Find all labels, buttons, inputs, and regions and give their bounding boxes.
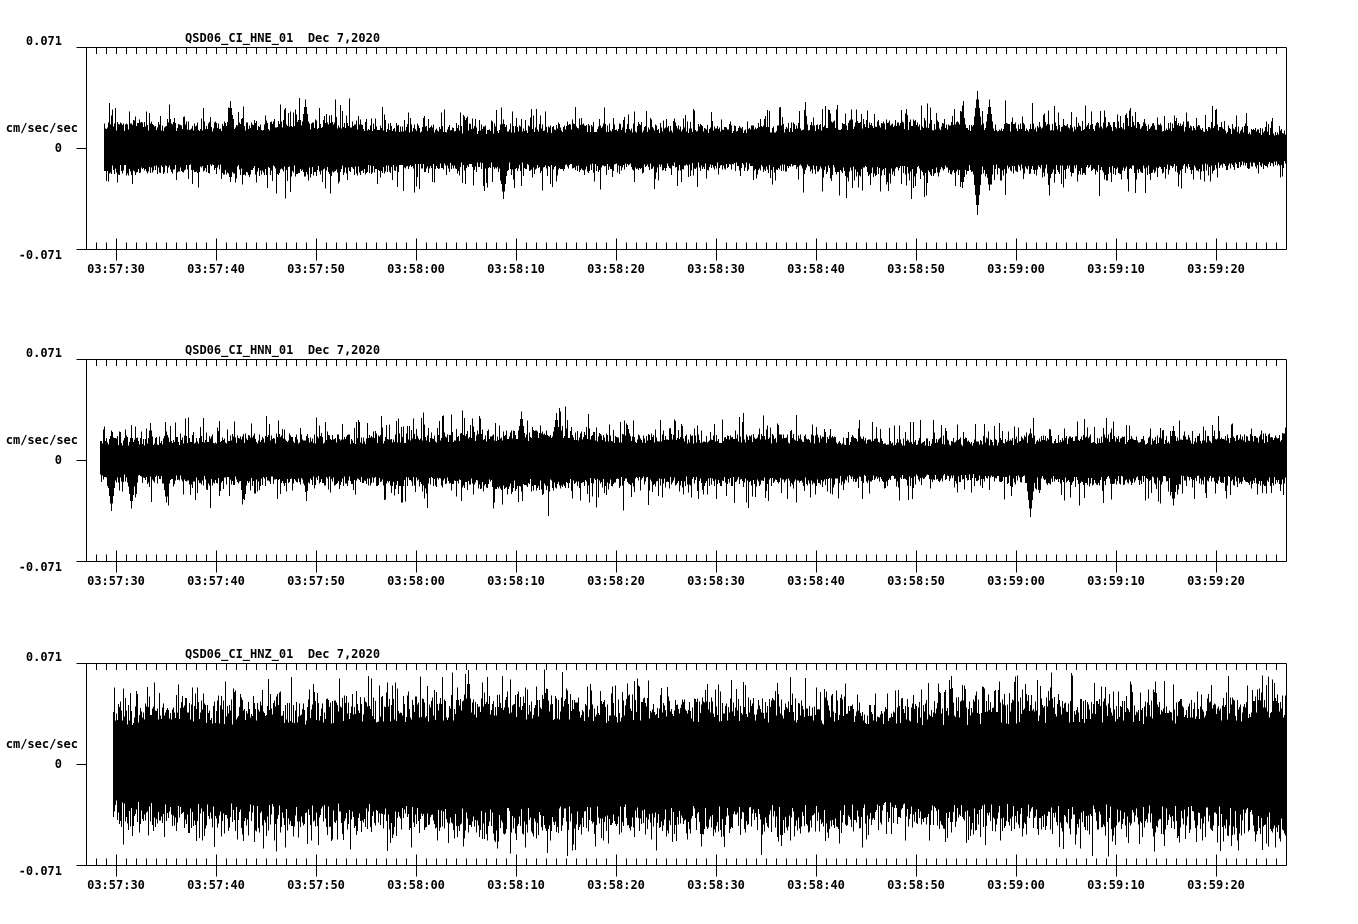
x-axis-labels: 03:57:30 03:57:40 03:57:50 03:58:00 03:58:10…	[0, 574, 1358, 588]
y-axis-min-label: -0.071	[18, 864, 62, 878]
y-axis-unit-label: cm/sec/sec	[5, 121, 78, 135]
x-tick-label: 03:57:30	[87, 878, 145, 892]
plot-title: QSD06_CI_HNE_01 Dec 7,2020	[185, 31, 381, 45]
y-axis-zero-label: 0	[54, 757, 62, 771]
y-axis-zero-label: 0	[54, 141, 62, 155]
y-axis-min-label: -0.071	[18, 248, 62, 262]
x-axis-labels: 03:57:30 03:57:40 03:57:50 03:58:00 03:58:10…	[0, 878, 1358, 892]
x-tick-label: 03:57:40	[187, 262, 245, 276]
x-tick-label: 03:58:30	[687, 262, 745, 276]
x-tick-label: 03:59:20	[1187, 262, 1245, 276]
x-tick-label: 03:58:50	[887, 878, 945, 892]
x-tick-label: 03:57:50	[287, 574, 345, 588]
x-tick-label: 03:58:20	[587, 574, 645, 588]
x-tick-label: 03:58:10	[487, 878, 545, 892]
x-tick-label: 03:58:40	[787, 574, 845, 588]
plot-title: QSD06_CI_HNZ_01 Dec 7,2020	[185, 647, 381, 661]
x-tick-label: 03:58:00	[387, 878, 445, 892]
y-axis-max-label: 0.071	[25, 346, 62, 360]
y-axis-unit-label: cm/sec/sec	[5, 737, 78, 751]
x-tick-label: 03:57:30	[87, 262, 145, 276]
x-tick-label: 03:59:10	[1087, 262, 1145, 276]
x-tick-label: 03:58:00	[387, 262, 445, 276]
x-tick-label: 03:59:00	[987, 574, 1045, 588]
x-tick-label: 03:58:20	[587, 262, 645, 276]
x-tick-label: 03:57:40	[187, 574, 245, 588]
x-tick-label: 03:58:50	[887, 262, 945, 276]
x-tick-label: 03:59:00	[987, 878, 1045, 892]
x-tick-label: 03:57:40	[187, 878, 245, 892]
y-axis-unit-label: cm/sec/sec	[5, 433, 78, 447]
x-tick-label: 03:58:30	[687, 574, 745, 588]
plot-title: QSD06_CI_HNN_01 Dec 7,2020	[185, 343, 381, 357]
x-tick-label: 03:59:20	[1187, 878, 1245, 892]
x-tick-label: 03:58:30	[687, 878, 745, 892]
x-tick-label: 03:58:20	[587, 878, 645, 892]
x-tick-label: 03:58:10	[487, 574, 545, 588]
x-tick-label: 03:57:30	[87, 574, 145, 588]
y-axis-max-label: 0.071	[25, 34, 62, 48]
x-axis-labels: 03:57:30 03:57:40 03:57:50 03:58:00 03:58:10…	[0, 262, 1358, 276]
x-tick-label: 03:57:50	[287, 262, 345, 276]
x-tick-label: 03:58:40	[787, 878, 845, 892]
y-axis-min-label: -0.071	[18, 560, 62, 574]
x-tick-label: 03:58:40	[787, 262, 845, 276]
y-axis-zero-label: 0	[54, 453, 62, 467]
x-tick-label: 03:58:50	[887, 574, 945, 588]
x-tick-label: 03:59:00	[987, 262, 1045, 276]
y-axis-max-label: 0.071	[25, 650, 62, 664]
x-tick-label: 03:58:10	[487, 262, 545, 276]
x-tick-label: 03:59:10	[1087, 878, 1145, 892]
x-tick-label: 03:57:50	[287, 878, 345, 892]
x-tick-label: 03:58:00	[387, 574, 445, 588]
x-tick-label: 03:59:20	[1187, 574, 1245, 588]
x-tick-label: 03:59:10	[1087, 574, 1145, 588]
